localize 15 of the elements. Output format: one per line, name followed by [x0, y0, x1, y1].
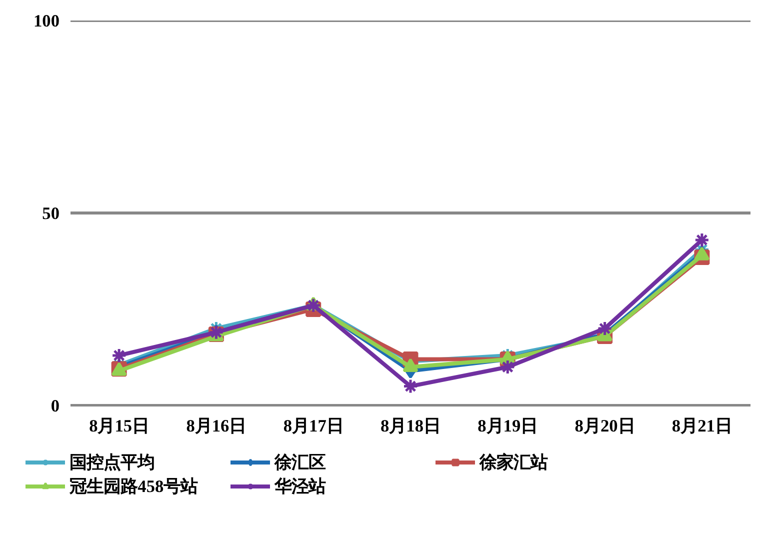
y-tick-label: 0 [50, 396, 60, 416]
x-tick-label: 8月17日 [283, 416, 344, 436]
legend-label: 徐汇区 [274, 452, 327, 474]
legend-label: 华泾站 [274, 476, 327, 498]
x-tick-label: 8月21日 [672, 416, 732, 436]
x-tick-label: 8月16日 [186, 416, 246, 436]
y-tick-label: 100 [34, 12, 60, 30]
legend-label: 冠生园路458号站 [70, 476, 199, 498]
x-tick-label: 8月19日 [478, 416, 538, 436]
legend-label: 徐家汇站 [480, 452, 549, 474]
x-tick-label: 8月18日 [380, 416, 441, 436]
x-tick-label: 8月20日 [574, 416, 635, 436]
x-tick-label: 8月15日 [89, 416, 150, 436]
y-tick-label: 50 [42, 204, 60, 223]
legend-label: 国控点平均 [70, 452, 156, 474]
